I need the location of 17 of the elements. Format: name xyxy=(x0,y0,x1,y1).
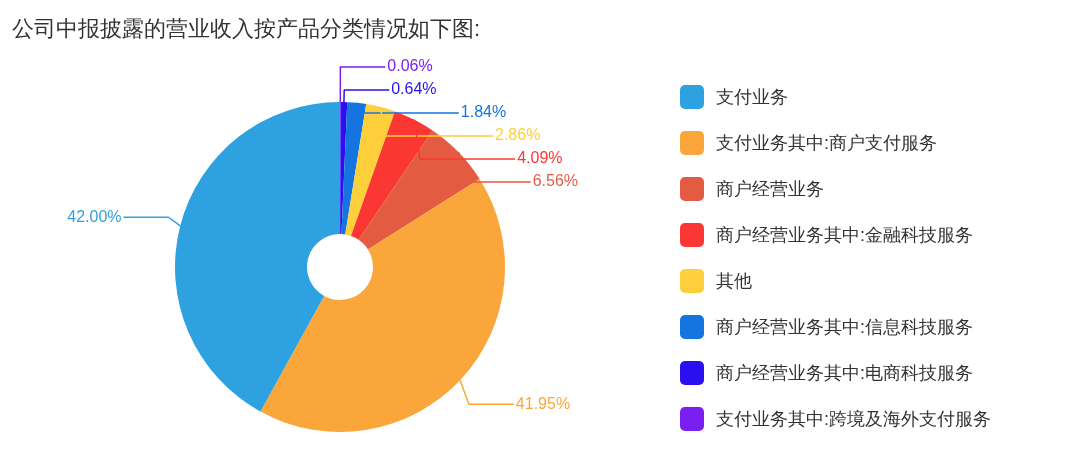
chart-title: 公司中报披露的营业收入按产品分类情况如下图: xyxy=(12,15,481,43)
legend-label: 商户经营业务其中:电商科技服务 xyxy=(716,362,974,385)
legend-label: 支付业务其中:跨境及海外支付服务 xyxy=(716,408,992,431)
legend-label: 其他 xyxy=(716,270,752,293)
data-label: 4.09% xyxy=(517,149,563,167)
data-label: 0.06% xyxy=(387,57,433,75)
data-label: 2.86% xyxy=(495,126,541,144)
legend-label: 商户经营业务其中:金融科技服务 xyxy=(716,224,974,247)
legend-label: 支付业务其中:商户支付服务 xyxy=(716,132,938,155)
legend-label: 商户经营业务其中:信息科技服务 xyxy=(716,316,974,339)
data-label: 41.95% xyxy=(515,394,571,412)
data-label: 0.64% xyxy=(391,80,437,98)
data-label: 1.84% xyxy=(460,103,507,121)
data-label: 42.00% xyxy=(67,207,122,225)
legend-label: 商户经营业务 xyxy=(716,178,824,201)
data-label: 6.56% xyxy=(532,172,579,190)
legend-label: 支付业务 xyxy=(716,86,788,109)
